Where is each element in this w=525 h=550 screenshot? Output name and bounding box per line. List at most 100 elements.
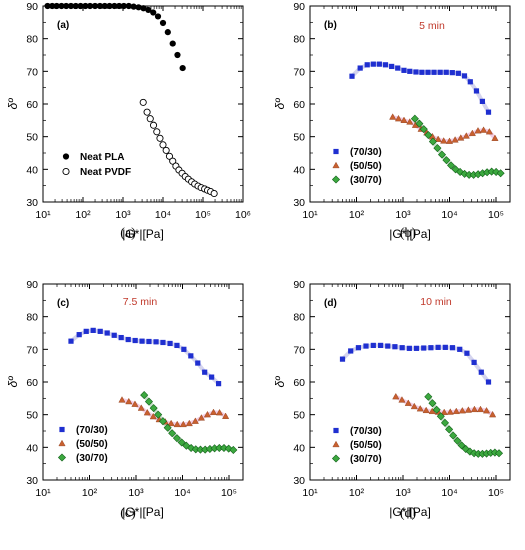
- panel-caption: (a): [120, 226, 136, 241]
- data-point: [457, 441, 466, 450]
- data-point: [76, 332, 82, 338]
- data-point: [72, 2, 79, 10]
- y-tick-label: 60: [293, 377, 305, 389]
- x-tick-label: 10⁵: [488, 209, 504, 221]
- data-point: [431, 69, 437, 75]
- data-point: [440, 408, 448, 415]
- data-point: [174, 51, 181, 59]
- data-point: [169, 157, 177, 165]
- data-point: [149, 404, 158, 413]
- data-point: [407, 68, 413, 74]
- data-point: [165, 152, 174, 160]
- series-3: [424, 392, 504, 458]
- y-tick-label: 70: [293, 66, 305, 78]
- legend-label: (50/50): [350, 161, 382, 172]
- x-tick-label: 10²: [349, 209, 365, 221]
- data-point: [150, 9, 157, 16]
- fit-curve: [69, 328, 221, 386]
- data-point: [222, 412, 230, 419]
- data-point: [400, 116, 408, 123]
- data-point: [445, 137, 454, 144]
- data-point: [464, 406, 472, 413]
- chart-panel-1: 10¹ 10² 10³ 10⁴ 10⁵ 10⁶ 30 40 50 60 70 80 90 |G*|[Pa]…: [6, 1, 251, 241]
- data-point: [185, 419, 193, 427]
- data-point: [120, 2, 127, 10]
- data-point: [442, 156, 451, 165]
- data-point: [188, 353, 194, 359]
- legend-label: (30/70): [350, 175, 382, 186]
- x-axis-title: |G*|[Pa]: [389, 227, 431, 241]
- data-point: [209, 374, 215, 380]
- data-point: [191, 417, 199, 424]
- y-tick-label: 40: [293, 442, 305, 454]
- y-tick-label: 50: [293, 410, 305, 422]
- panel-caption: (b): [400, 226, 417, 241]
- data-point: [460, 169, 469, 178]
- data-point: [145, 6, 152, 14]
- panel-tag: (b): [324, 20, 337, 31]
- data-point: [118, 334, 124, 341]
- data-point: [413, 69, 419, 75]
- y-tick-label: 30: [26, 197, 38, 209]
- data-point: [215, 381, 222, 387]
- legend-label: Neat PVDF: [80, 167, 131, 178]
- y-tick-label: 90: [293, 279, 305, 291]
- data-point: [410, 402, 418, 410]
- data-point: [404, 399, 412, 406]
- data-point: [58, 2, 65, 10]
- x-tick-label: 10²: [349, 487, 365, 499]
- data-point: [485, 128, 493, 135]
- data-point: [425, 69, 431, 75]
- panel-caption: (c): [120, 506, 136, 521]
- data-point: [458, 407, 466, 414]
- data-point: [415, 119, 424, 128]
- data-point: [131, 400, 139, 407]
- y-tick-label: 70: [26, 66, 38, 78]
- y-tick-label: 80: [293, 312, 305, 324]
- data-point: [413, 345, 420, 351]
- data-point: [202, 369, 208, 375]
- data-point: [143, 108, 151, 116]
- data-point: [428, 407, 436, 414]
- panel-tag: (d): [324, 298, 337, 309]
- y-tick-label: 90: [293, 1, 305, 13]
- legend-marker: [59, 426, 65, 433]
- data-point: [435, 344, 441, 350]
- data-point: [137, 404, 145, 411]
- series-2: [139, 98, 218, 198]
- data-point: [163, 423, 172, 432]
- data-point: [432, 405, 441, 414]
- fit-curve: [120, 398, 228, 427]
- legend-marker: [333, 148, 339, 155]
- panel-tag: (a): [57, 20, 69, 31]
- chart-panel-3: 10¹ 10² 10³ 10⁴ 10⁵ 30 40 50 60 70 80 90 |G*|[Pa] δº (…: [6, 279, 244, 521]
- legend-label: (50/50): [76, 439, 108, 450]
- y-tick-label: 70: [26, 344, 38, 356]
- y-tick-label: 30: [293, 197, 305, 209]
- series-2: [389, 113, 499, 144]
- data-point: [160, 339, 166, 346]
- data-point: [159, 19, 167, 27]
- x-tick-label: 10⁴: [174, 487, 190, 499]
- data-point: [156, 134, 164, 142]
- x-tick-label: 10³: [128, 487, 144, 499]
- series-1: [44, 2, 186, 72]
- data-point: [406, 118, 414, 125]
- series-2: [118, 396, 230, 428]
- data-point: [452, 407, 460, 414]
- data-point: [172, 434, 181, 443]
- y-tick-label: 80: [293, 34, 305, 46]
- data-point: [181, 346, 187, 352]
- series-1: [339, 342, 492, 385]
- data-point: [421, 345, 427, 351]
- data-point: [139, 98, 147, 106]
- data-point: [428, 345, 434, 351]
- data-point: [363, 343, 369, 349]
- legend-label: Neat PLA: [80, 152, 124, 163]
- data-point: [416, 405, 424, 412]
- data-point: [63, 2, 70, 10]
- x-tick-label: 10³: [395, 209, 411, 221]
- data-point: [53, 2, 60, 10]
- data-point: [422, 406, 430, 414]
- data-point: [370, 342, 376, 349]
